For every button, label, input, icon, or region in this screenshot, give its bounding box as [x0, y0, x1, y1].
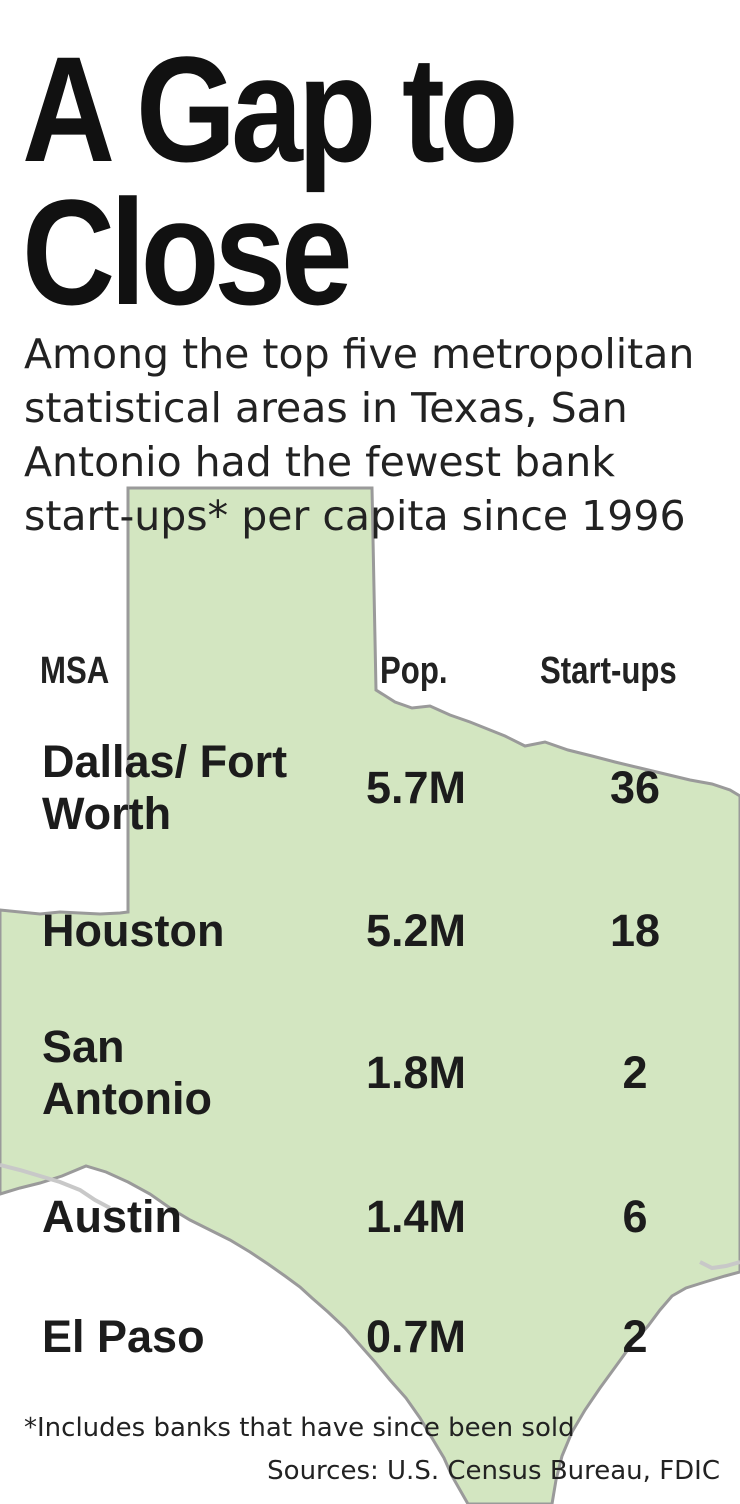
- border-river-line: [0, 1163, 111, 1210]
- texas-state-shape: [0, 486, 740, 1504]
- startups-cell: 2: [622, 1311, 648, 1362]
- subtitle: Among the top five metropolitan statisti…: [24, 330, 695, 540]
- msa-cell: Houston: [42, 905, 225, 956]
- headline-line-1: A Gap to: [22, 25, 519, 193]
- population-cell: 5.2M: [366, 905, 467, 956]
- footnote: *Includes banks that have since been sol…: [24, 1413, 575, 1443]
- msa-cell: San Antonio: [42, 1021, 212, 1124]
- startups-cell: 2: [622, 1047, 648, 1098]
- startups-cell: 36: [609, 762, 661, 813]
- population-cell: 0.7M: [366, 1311, 467, 1362]
- msa-cell: Austin: [42, 1191, 182, 1242]
- sources-credit: Sources: U.S. Census Bureau, FDIC: [267, 1456, 720, 1486]
- msa-cell: Dallas/ Fort Worth: [42, 736, 288, 839]
- population-cell: 1.4M: [366, 1191, 467, 1242]
- msa-cell: El Paso: [42, 1311, 205, 1362]
- headline-line-2: Close: [22, 168, 353, 336]
- population-cell: 5.7M: [366, 762, 467, 813]
- startups-cell: 18: [609, 905, 661, 956]
- column-header-pop: Pop.: [380, 650, 448, 692]
- column-header-startups: Start-ups: [540, 650, 677, 692]
- startups-cell: 6: [622, 1191, 648, 1242]
- coast-line: [699, 1260, 740, 1271]
- column-header-msa: MSA: [40, 650, 110, 692]
- population-cell: 1.8M: [366, 1047, 467, 1098]
